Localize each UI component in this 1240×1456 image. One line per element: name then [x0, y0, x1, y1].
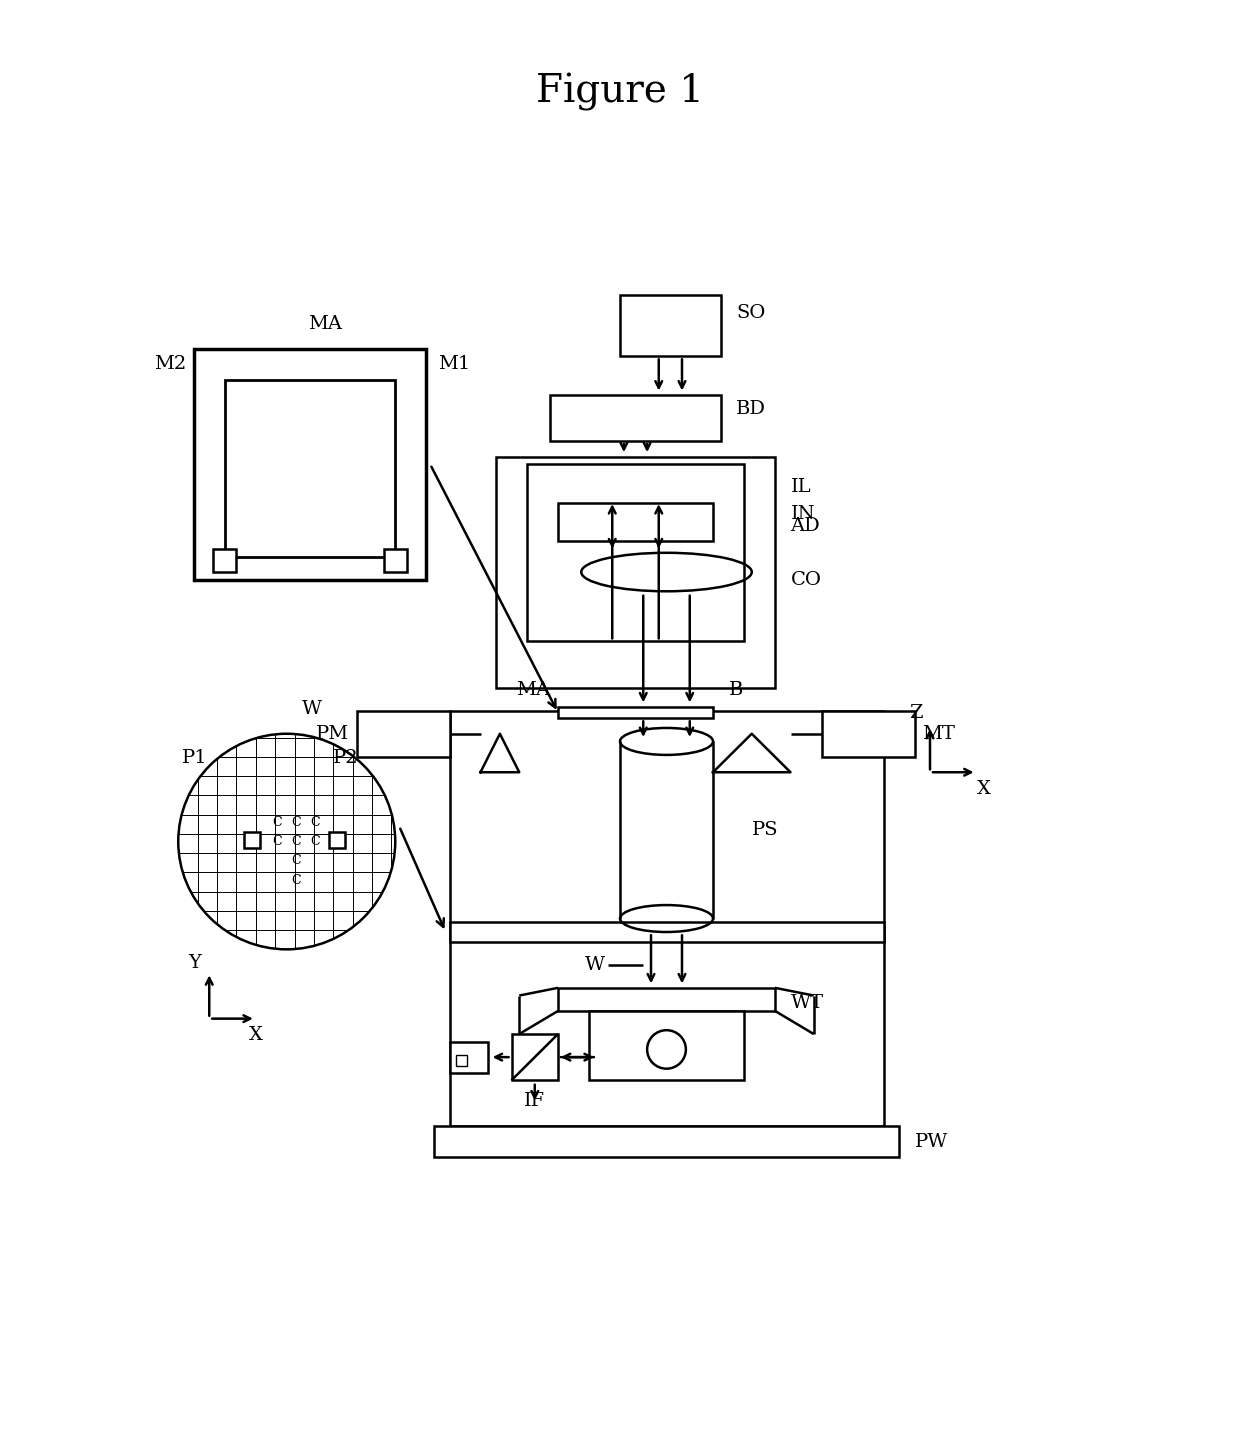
- Text: C: C: [291, 815, 301, 828]
- Bar: [589, 1010, 744, 1080]
- Text: AD: AD: [791, 517, 820, 534]
- Text: C: C: [310, 836, 320, 847]
- Text: X: X: [977, 780, 991, 798]
- Bar: [449, 923, 883, 942]
- Text: MT: MT: [923, 725, 955, 743]
- Text: C: C: [291, 874, 301, 887]
- Bar: [213, 549, 237, 572]
- Bar: [620, 294, 720, 357]
- Text: C: C: [272, 836, 281, 847]
- Bar: [449, 1041, 489, 1073]
- Text: Z: Z: [909, 705, 923, 722]
- Bar: [511, 1034, 558, 1080]
- Text: C: C: [310, 815, 320, 828]
- Polygon shape: [481, 734, 520, 772]
- Bar: [821, 711, 915, 757]
- Text: MA: MA: [516, 681, 551, 699]
- Text: W: W: [584, 955, 605, 974]
- Bar: [330, 833, 345, 847]
- Text: Figure 1: Figure 1: [536, 73, 704, 111]
- Text: PM: PM: [316, 725, 348, 743]
- Text: P1: P1: [182, 750, 208, 767]
- Bar: [449, 711, 883, 1127]
- Bar: [456, 1054, 467, 1066]
- Text: Y: Y: [188, 955, 201, 973]
- Bar: [551, 395, 720, 441]
- Text: PS: PS: [751, 821, 779, 839]
- Text: WT: WT: [791, 994, 823, 1012]
- Text: X: X: [249, 1026, 263, 1044]
- Text: MA: MA: [309, 316, 342, 333]
- Bar: [224, 380, 396, 556]
- Text: M2: M2: [154, 355, 186, 373]
- Text: C: C: [291, 855, 301, 868]
- Text: M1: M1: [438, 355, 470, 373]
- Bar: [244, 833, 259, 847]
- Bar: [496, 457, 775, 687]
- Text: SO: SO: [737, 304, 765, 322]
- Text: C: C: [291, 836, 301, 847]
- Bar: [558, 987, 775, 1010]
- Text: IF: IF: [525, 1092, 546, 1109]
- Text: IL: IL: [791, 479, 811, 496]
- Text: IN: IN: [791, 505, 815, 523]
- Bar: [558, 706, 713, 718]
- Text: W: W: [303, 700, 322, 718]
- Bar: [527, 464, 744, 641]
- Polygon shape: [713, 734, 791, 772]
- Text: PW: PW: [915, 1133, 947, 1150]
- Bar: [383, 549, 407, 572]
- Text: CO: CO: [791, 571, 821, 588]
- Bar: [357, 711, 449, 757]
- Text: C: C: [272, 815, 281, 828]
- Bar: [434, 1127, 899, 1158]
- Text: BD: BD: [737, 400, 766, 418]
- Text: B: B: [729, 681, 743, 699]
- Bar: [558, 502, 713, 542]
- Bar: [193, 349, 427, 579]
- Text: P2: P2: [334, 750, 358, 767]
